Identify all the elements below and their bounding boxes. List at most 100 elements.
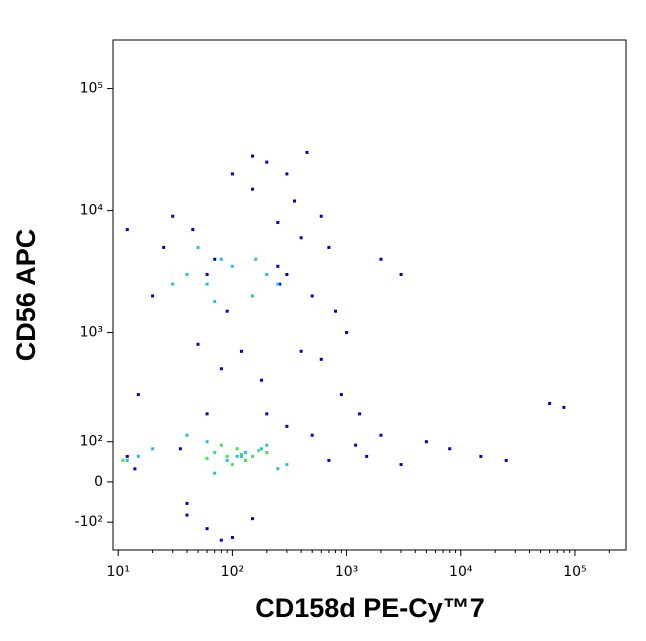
data-point (305, 150, 309, 154)
data-point (327, 245, 331, 249)
data-point (251, 154, 255, 158)
data-point (235, 454, 239, 458)
data-point (399, 272, 403, 276)
data-point (219, 538, 223, 542)
data-point (125, 228, 129, 232)
x-tick-label: 10¹ (107, 564, 130, 580)
data-point (479, 454, 483, 458)
data-point (185, 513, 189, 517)
data-point (310, 433, 314, 437)
data-point (121, 458, 125, 462)
data-point (562, 405, 566, 409)
y-tick-label: 0 (94, 474, 103, 490)
data-point (251, 187, 255, 191)
data-point (230, 264, 234, 268)
data-point (213, 451, 217, 455)
data-point (235, 447, 239, 451)
data-point (178, 447, 182, 451)
data-point (257, 449, 261, 453)
data-point (171, 214, 175, 218)
data-point (319, 214, 323, 218)
data-point (310, 294, 314, 298)
data-point (276, 467, 280, 471)
data-point (265, 160, 269, 164)
data-point (285, 463, 289, 467)
data-point (243, 458, 247, 462)
y-tick-label: -10² (75, 514, 103, 530)
data-point (358, 412, 362, 416)
data-point (151, 294, 155, 298)
data-point (379, 257, 383, 261)
y-tick-label: 10⁴ (80, 203, 104, 219)
data-point (219, 443, 223, 447)
y-tick-label: 10⁵ (80, 81, 103, 97)
data-point (276, 282, 280, 286)
data-point (339, 393, 343, 397)
x-tick-label: 10⁴ (449, 564, 473, 580)
data-point (205, 412, 209, 416)
data-point (354, 443, 358, 447)
data-point (276, 220, 280, 224)
data-point (205, 440, 209, 444)
x-tick-label: 10⁵ (563, 564, 586, 580)
data-point (327, 458, 331, 462)
y-tick-label: 10³ (80, 325, 103, 341)
data-point (185, 272, 189, 276)
data-point (125, 458, 129, 462)
data-point (278, 282, 282, 286)
data-point (205, 527, 209, 531)
data-point (285, 272, 289, 276)
data-point (171, 282, 175, 286)
data-point (219, 257, 223, 261)
data-point (239, 452, 243, 456)
data-point (265, 272, 269, 276)
data-point (265, 412, 269, 416)
data-point (230, 463, 234, 467)
data-point (230, 172, 234, 176)
data-point (299, 349, 303, 353)
data-point (162, 245, 166, 249)
data-point (213, 300, 217, 304)
data-point (205, 282, 209, 286)
x-tick-label: 10² (221, 564, 244, 580)
data-point (136, 454, 140, 458)
y-axis-title: CD56 APC (11, 229, 41, 362)
data-point (285, 172, 289, 176)
data-point (251, 517, 255, 521)
data-point (265, 451, 269, 455)
data-point (276, 264, 280, 268)
x-axis-title: CD158d PE-Cy™7 (255, 593, 485, 623)
data-point (239, 454, 243, 458)
data-point (230, 535, 234, 539)
data-point (185, 501, 189, 505)
data-point (319, 357, 323, 361)
data-point (345, 331, 349, 335)
x-tick-label: 10³ (335, 564, 358, 580)
data-point (125, 454, 129, 458)
data-point (196, 342, 200, 346)
data-point (254, 257, 258, 261)
data-point (205, 272, 209, 276)
data-point (504, 458, 508, 462)
data-point (219, 367, 223, 371)
data-point (151, 447, 155, 451)
data-point (251, 454, 255, 458)
data-point (225, 309, 229, 313)
data-point (334, 309, 338, 313)
data-point (136, 393, 140, 397)
data-point (205, 456, 209, 460)
data-point (185, 433, 189, 437)
data-point (293, 199, 297, 203)
data-point (243, 451, 247, 455)
data-point (285, 424, 289, 428)
data-point (424, 440, 428, 444)
data-point (213, 471, 217, 475)
y-tick-label: 10² (80, 434, 103, 450)
plot-frame (112, 39, 627, 551)
data-point (399, 463, 403, 467)
data-point (225, 458, 229, 462)
data-point (299, 236, 303, 240)
data-point (196, 245, 200, 249)
data-point (265, 443, 269, 447)
data-point (365, 454, 369, 458)
